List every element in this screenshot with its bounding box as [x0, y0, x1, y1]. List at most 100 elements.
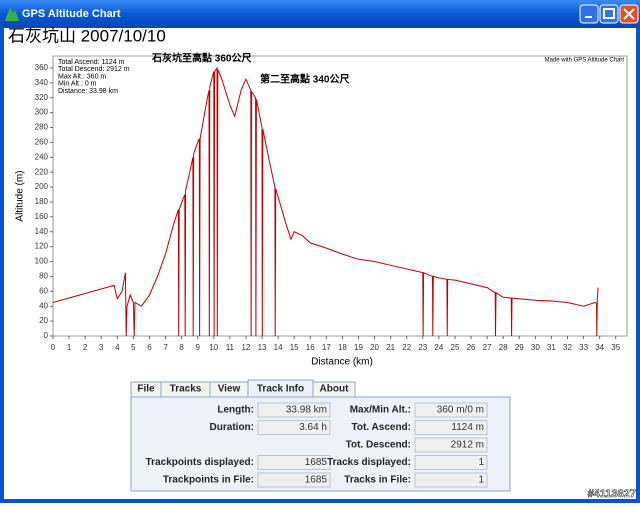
x-tick-label: 12	[241, 343, 250, 352]
info-value: 360 m/0 m	[437, 405, 484, 416]
y-tick-label: 20	[39, 316, 48, 325]
y-tick-label: 340	[35, 78, 49, 87]
info-value: 1685	[305, 475, 328, 486]
minimize-button[interactable]	[579, 4, 599, 24]
x-axis-label: Distance (km)	[311, 357, 373, 368]
tab-label: Track Info	[257, 384, 304, 395]
x-tick-label: 29	[515, 343, 524, 352]
x-tick-label: 33	[579, 343, 588, 352]
stat-line: Min Alt.: 0 m	[58, 81, 97, 88]
x-tick-label: 35	[611, 343, 620, 352]
app-icon	[5, 7, 19, 21]
stat-line: Total Ascend: 1124 m	[58, 59, 125, 66]
info-label: Tracks displayed:	[327, 457, 411, 468]
x-tick-label: 3	[99, 343, 104, 352]
x-tick-label: 8	[179, 343, 184, 352]
close-icon	[623, 8, 635, 20]
x-tick-label: 7	[163, 343, 168, 352]
annotation: 第二至高點 340公尺	[260, 73, 349, 86]
window-title: GPS Altitude Chart	[22, 8, 121, 20]
x-tick-label: 9	[195, 343, 200, 352]
y-axis-label: Altitude (m)	[15, 170, 26, 221]
info-value: 1	[478, 475, 484, 486]
tab-label: View	[218, 384, 241, 395]
plot-area	[52, 55, 628, 337]
x-tick-label: 18	[338, 343, 347, 352]
x-tick-label: 30	[531, 343, 540, 352]
x-tick-label: 0	[51, 343, 56, 352]
info-value-box	[257, 402, 331, 418]
x-tick-label: 27	[483, 343, 492, 352]
chart-heading: 石灰坑山 2007/10/10	[8, 26, 166, 45]
info-value-box	[257, 455, 331, 470]
info-value: 1124 m	[451, 422, 484, 433]
x-tick-label: 6	[147, 343, 152, 352]
y-tick-label: 220	[35, 167, 49, 176]
info-label: Length:	[217, 405, 254, 416]
info-label: Tot. Ascend:	[352, 422, 411, 433]
x-tick-label: 25	[451, 343, 460, 352]
x-tick-label: 5	[131, 343, 136, 352]
title-bar	[0, 0, 640, 28]
info-label: Trackpoints displayed:	[146, 457, 254, 468]
x-tick-label: 13	[258, 343, 267, 352]
info-value-box	[414, 437, 488, 453]
info-value: 3.64 h	[299, 422, 327, 433]
y-tick-label: 180	[35, 197, 49, 206]
x-tick-label: 1	[67, 343, 72, 352]
y-tick-label: 260	[35, 137, 49, 146]
x-tick-label: 15	[290, 343, 299, 352]
y-tick-label: 200	[35, 182, 49, 191]
stat-line: Distance: 33.98 km	[58, 88, 118, 95]
info-value: 33.98 km	[286, 405, 327, 416]
info-value: 1	[478, 457, 484, 468]
x-tick-label: 31	[547, 343, 556, 352]
info-value-box	[414, 402, 488, 418]
y-tick-label: 140	[35, 227, 49, 236]
y-tick-label: 280	[35, 123, 49, 132]
y-tick-label: 120	[35, 242, 49, 251]
x-tick-label: 11	[226, 343, 235, 352]
tab-label: About	[320, 384, 350, 395]
x-tick-label: 16	[306, 343, 315, 352]
x-tick-label: 14	[274, 343, 283, 352]
x-tick-label: 23	[418, 343, 427, 352]
window-buttons[interactable]	[579, 4, 639, 24]
x-tick-label: 21	[386, 343, 395, 352]
x-tick-label: 4	[115, 343, 120, 352]
x-tick-label: 2	[83, 343, 88, 352]
tab-bar: File Tracks View Track Info About	[130, 379, 356, 399]
info-value-box	[414, 420, 488, 435]
x-tick-label: 17	[322, 343, 331, 352]
altitude-line	[52, 66, 599, 337]
info-label: Tot. Descend:	[346, 440, 411, 451]
y-tick-label: 40	[39, 301, 48, 310]
info-label: Duration:	[210, 422, 254, 433]
info-label: Tracks in File:	[344, 475, 411, 486]
y-tick-label: 160	[35, 212, 49, 221]
y-tick-label: 80	[39, 272, 48, 281]
stat-line: Max Alt.: 360 m	[58, 73, 106, 80]
tab-label: Tracks	[170, 384, 202, 395]
x-tick-label: 28	[499, 343, 508, 352]
maximize-button[interactable]	[599, 4, 619, 24]
y-tick-label: 60	[39, 286, 48, 295]
x-tick-label: 34	[595, 343, 604, 352]
info-value-box	[257, 472, 331, 488]
x-tick-label: 20	[370, 343, 379, 352]
credit: Made with GPS Altitude Chart	[545, 58, 625, 64]
x-tick-label: 19	[354, 343, 363, 352]
info-value: 1685	[305, 457, 328, 468]
watermark: #4113827	[588, 488, 636, 500]
x-tick-label: 22	[402, 343, 411, 352]
y-tick-label: 100	[35, 257, 49, 266]
stat-line: Total Descend: 2912 m	[58, 66, 130, 73]
tab-label: File	[137, 384, 155, 395]
info-value-box	[257, 420, 331, 435]
y-tick-label: 0	[44, 331, 49, 340]
info-value-box	[414, 472, 488, 488]
y-tick-label: 320	[35, 93, 49, 102]
info-label: Trackpoints in File:	[163, 475, 254, 486]
y-tick-label: 300	[35, 108, 49, 117]
